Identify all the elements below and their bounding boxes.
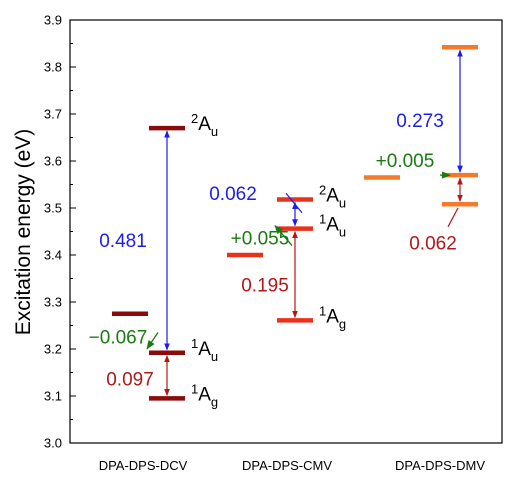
y-tick-label: 3.1 bbox=[44, 389, 62, 404]
gap-arrows bbox=[146, 49, 463, 397]
y-tick-label: 3.6 bbox=[44, 154, 62, 169]
y-tick-label: 3.2 bbox=[44, 342, 62, 357]
gap-value-label: 0.062 bbox=[409, 233, 457, 254]
x-category-label: DPA-DPS-DCV bbox=[99, 458, 188, 473]
state-label: 1Ag bbox=[191, 381, 218, 409]
y-tick-label: 3.9 bbox=[44, 13, 62, 28]
state-label: 1Au bbox=[319, 212, 346, 240]
y-tick-label: 3.4 bbox=[44, 248, 62, 263]
gap-value-label: 0.195 bbox=[241, 276, 289, 297]
x-axis-categories: DPA-DPS-DCV DPA-DPS-CMV DPA-DPS-DMV bbox=[99, 458, 486, 473]
shift-arrow bbox=[274, 224, 293, 247]
y-tick-label: 3.7 bbox=[44, 107, 62, 122]
annotations: 2Au1Au1Ag2Au1Au1Ag0.4810.0970.0620.1950.… bbox=[89, 111, 457, 409]
x-category-label: DPA-DPS-DMV bbox=[395, 458, 485, 473]
gap-value-label: 0.097 bbox=[106, 370, 154, 391]
y-tick-label: 3.8 bbox=[44, 60, 62, 75]
label-pointer bbox=[447, 207, 459, 228]
shift-value-label: −0.067 bbox=[89, 327, 148, 348]
y-axis-label: Excitation energy (eV) bbox=[12, 129, 35, 336]
gap-value-label: 0.062 bbox=[209, 184, 257, 205]
state-label: 2Au bbox=[191, 111, 218, 139]
y-tick-label: 3.3 bbox=[44, 295, 62, 310]
y-tick-label: 3.5 bbox=[44, 201, 62, 216]
shift-value-label: +0.005 bbox=[376, 151, 435, 172]
gap-value-label: 0.481 bbox=[99, 231, 147, 252]
gap-value-label: 0.273 bbox=[396, 111, 444, 132]
y-axis-ticks: 3.0 3.1 3.2 3.3 3.4 3.5 3.6 3.7 3.8 3.9 bbox=[44, 13, 76, 451]
label-pointer bbox=[285, 192, 303, 214]
y-tick-label: 3.0 bbox=[44, 436, 62, 451]
x-category-label: DPA-DPS-CMV bbox=[242, 458, 332, 473]
state-label: 2Au bbox=[319, 183, 346, 211]
state-label: 1Ag bbox=[319, 303, 346, 331]
shift-value-label: +0.055 bbox=[231, 229, 290, 250]
state-label: 1Au bbox=[191, 336, 218, 364]
shift-arrow bbox=[146, 332, 159, 350]
